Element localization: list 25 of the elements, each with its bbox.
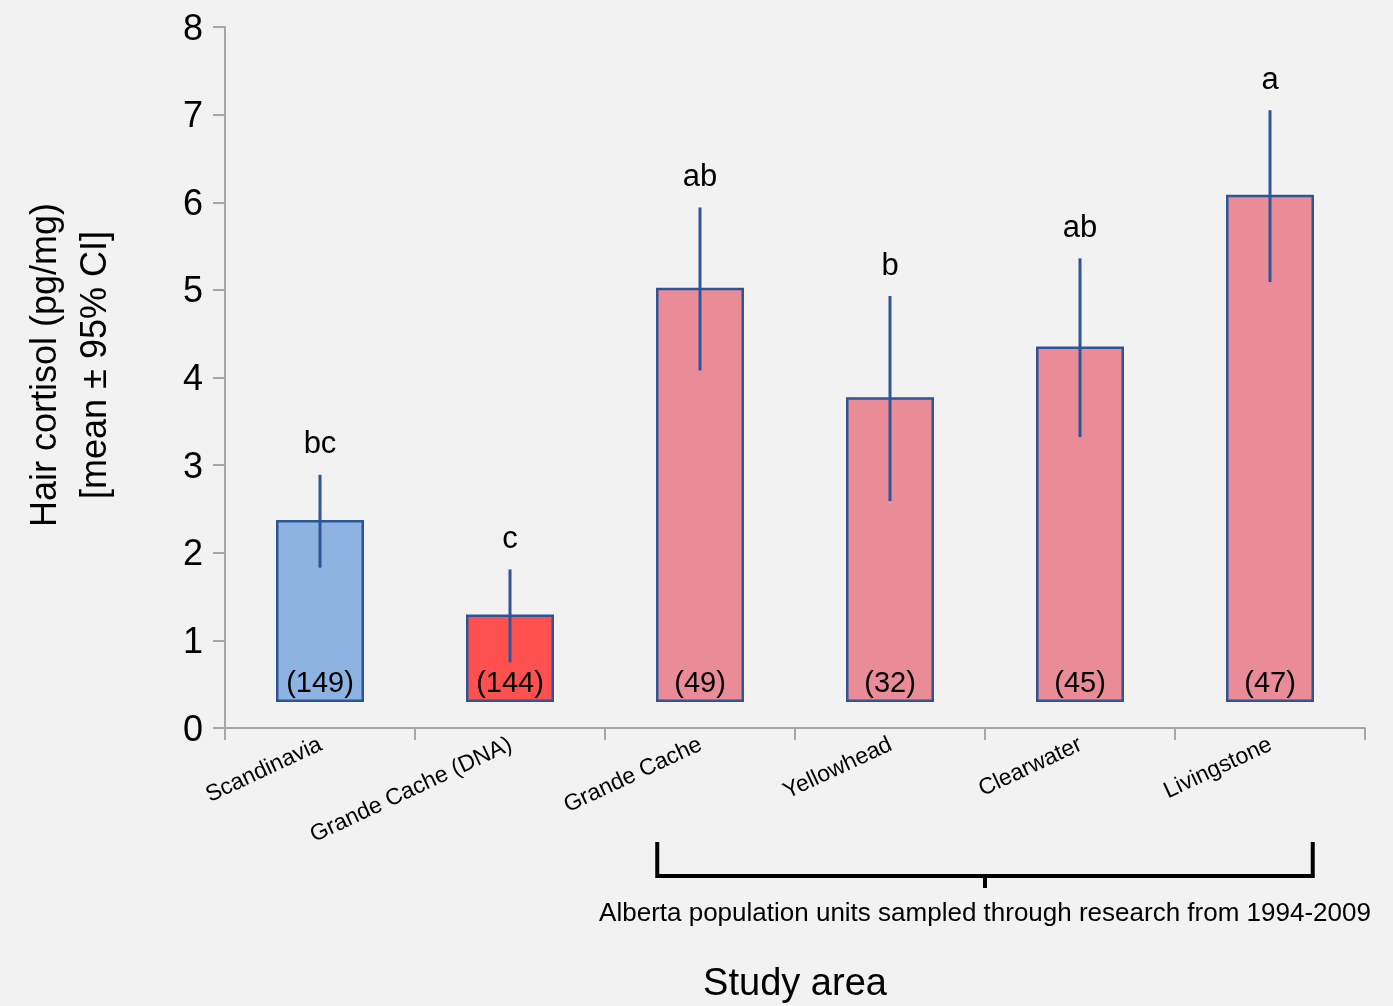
y-tick-label: 4 [182,357,203,398]
x-axis-title: Study area [703,961,888,1003]
annotation: c [502,519,518,555]
annotation: b [881,246,899,282]
annotation: (144) [476,665,544,698]
y-tick-label: 2 [182,532,203,574]
y-tick-label: 8 [182,6,203,48]
x-tick-label: Grande Cache [559,730,706,818]
annotation: (47) [1244,665,1296,698]
y-tick-label: 5 [182,269,203,311]
annotation: a [1261,60,1280,96]
y-tick-label: 7 [182,94,203,136]
annotation: bc [303,425,337,461]
annotation: (45) [1054,665,1106,698]
annotation: (32) [864,665,916,698]
text: Alberta population units sampled through research from 1994-2009 [599,897,1371,927]
annotation: (49) [674,665,726,698]
y-axis-title: Hair cortisol (pg/mg) [mean ± 95% CI] [22,202,114,528]
annotation: ab [682,158,718,194]
y-tick-label: 3 [182,444,203,486]
y-tick-label: 6 [182,181,203,223]
annotation: (149) [286,665,354,698]
y-tick-label: 1 [182,619,203,661]
y-tick-label: 0 [182,707,203,749]
annotation: ab [1062,208,1098,244]
